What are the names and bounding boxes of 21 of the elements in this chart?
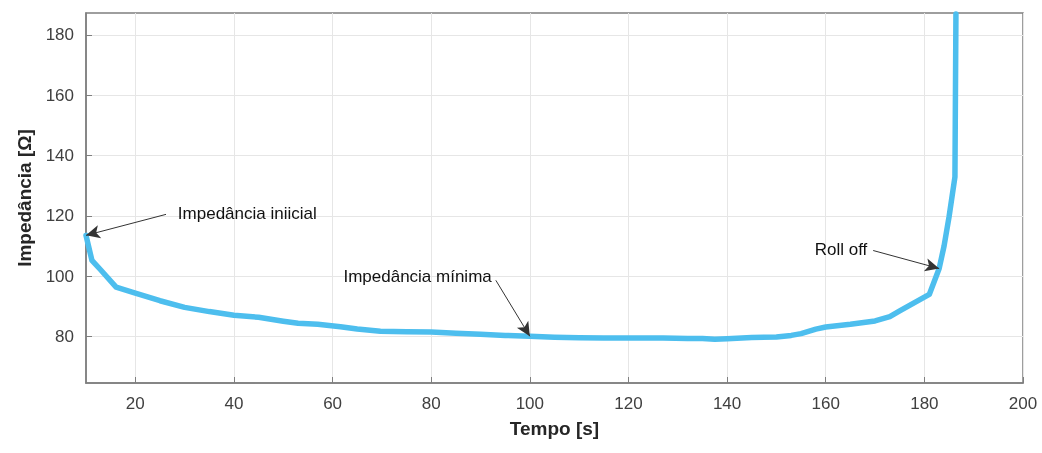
x-tick-label: 80 xyxy=(421,394,441,413)
x-tick-label: 120 xyxy=(614,394,643,413)
x-tick-label: 160 xyxy=(811,394,840,413)
y-tick-label: 80 xyxy=(55,326,74,346)
x-tick-label: 140 xyxy=(712,394,742,413)
annotation: Impedância iniicial xyxy=(177,203,317,223)
y-tick-label: 100 xyxy=(45,266,74,286)
x-tick-label: 20 xyxy=(125,394,145,413)
y-tick-label: 140 xyxy=(45,146,74,166)
y-tick-label: 160 xyxy=(45,85,74,105)
x-tick-label: 60 xyxy=(323,394,343,413)
y-tick-label: 180 xyxy=(45,25,74,45)
y-axis-title: Impedância [Ω] xyxy=(14,129,35,267)
x-axis-title: Tempo [s] xyxy=(509,418,600,439)
annotation: Impedância mínima xyxy=(343,267,493,287)
x-tick-label: 40 xyxy=(224,394,244,413)
annotation: Roll off xyxy=(814,239,868,259)
y-tick-label: 120 xyxy=(45,206,74,226)
x-tick-label: 180 xyxy=(910,394,939,413)
x-tick-label: 200 xyxy=(1008,394,1038,413)
x-tick-label: 100 xyxy=(515,394,545,413)
